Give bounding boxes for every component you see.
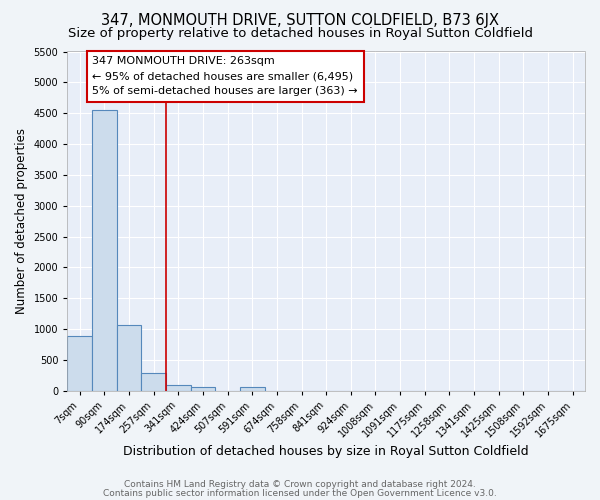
Text: Size of property relative to detached houses in Royal Sutton Coldfield: Size of property relative to detached ho… <box>67 28 533 40</box>
Bar <box>166 385 191 390</box>
Bar <box>92 110 116 390</box>
Text: 347, MONMOUTH DRIVE, SUTTON COLDFIELD, B73 6JX: 347, MONMOUTH DRIVE, SUTTON COLDFIELD, B… <box>101 12 499 28</box>
X-axis label: Distribution of detached houses by size in Royal Sutton Coldfield: Distribution of detached houses by size … <box>124 444 529 458</box>
Bar <box>240 388 265 390</box>
Y-axis label: Number of detached properties: Number of detached properties <box>15 128 28 314</box>
Text: Contains public sector information licensed under the Open Government Licence v3: Contains public sector information licen… <box>103 488 497 498</box>
Bar <box>191 387 215 390</box>
Bar <box>141 374 166 390</box>
Bar <box>116 326 141 390</box>
Text: Contains HM Land Registry data © Crown copyright and database right 2024.: Contains HM Land Registry data © Crown c… <box>124 480 476 489</box>
Bar <box>67 336 92 390</box>
Text: 347 MONMOUTH DRIVE: 263sqm
← 95% of detached houses are smaller (6,495)
5% of se: 347 MONMOUTH DRIVE: 263sqm ← 95% of deta… <box>92 56 358 96</box>
